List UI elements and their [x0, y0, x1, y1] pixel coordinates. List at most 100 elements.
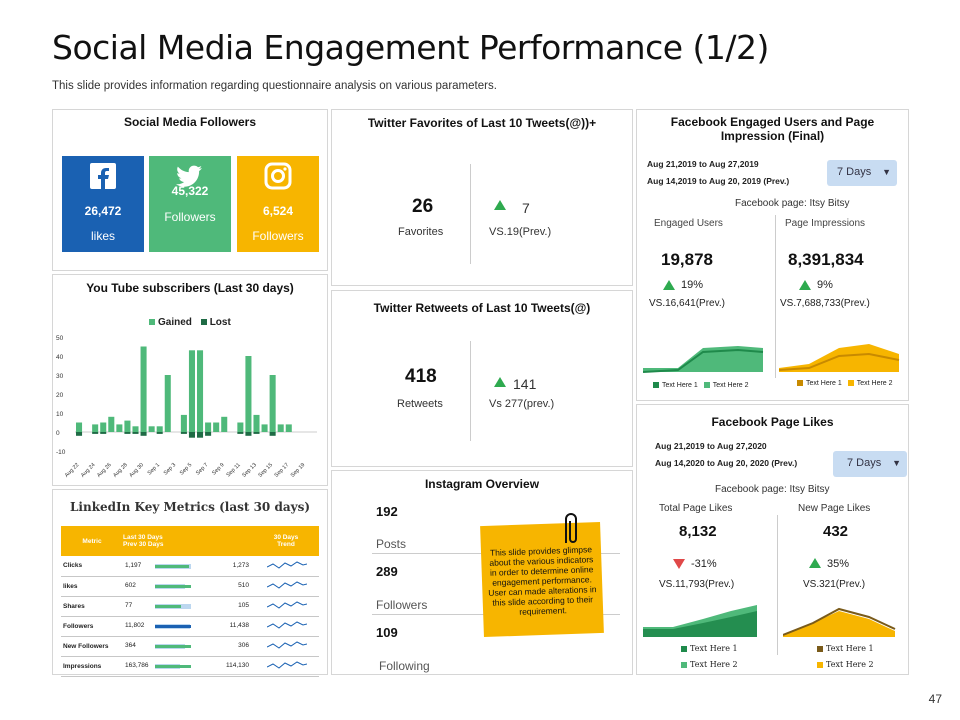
x-tick-label: Aug 30 — [128, 462, 145, 479]
bar-gained — [213, 422, 220, 432]
total-likes-legend-2: Text Here 2 — [690, 660, 738, 669]
engaged-area-chart — [643, 346, 764, 373]
x-tick-label: Sep 19 — [290, 462, 307, 479]
new-likes-up-icon — [809, 558, 821, 568]
impressions-legend-1: Text Here 1 — [806, 380, 842, 387]
youtube-panel: You Tube subscribers (Last 30 days) Gain… — [52, 274, 328, 486]
engaged-users-label: Engaged Users — [654, 218, 723, 229]
metric-prev: 306 — [238, 642, 249, 649]
impressions-up-icon — [799, 280, 811, 290]
bar-last — [155, 645, 191, 648]
table-row: Impressions 163,786 114,130 — [61, 656, 319, 677]
following-value: 109 — [376, 625, 398, 640]
x-tick-label: Aug 24 — [80, 462, 97, 479]
metric-name: New Followers — [61, 636, 123, 657]
bar-gained — [76, 422, 83, 432]
bar-lost — [140, 432, 147, 436]
legend-gained: Gained — [158, 317, 192, 328]
instagram-followers-label: Followers — [252, 229, 304, 243]
metric-prev: 510 — [238, 582, 249, 589]
twitter-followers-label: Followers — [164, 210, 216, 224]
bar-lost — [245, 432, 252, 436]
bar-last — [155, 564, 189, 568]
instagram-followers-value: 6,524 — [262, 204, 294, 218]
page-subtitle: This slide provides information regardin… — [52, 80, 497, 92]
impressions-legend-2: Text Here 2 — [856, 380, 893, 387]
twitter-icon — [176, 165, 202, 187]
followers-panel: Social Media Followers 26,472 likes 45,3… — [52, 109, 328, 271]
y-tick-label: 50 — [56, 335, 64, 342]
engaged-up-icon — [663, 280, 675, 290]
retweets-value: 418 — [405, 366, 437, 387]
linkedin-table: Metric Last 30 Days Prev 30 Days 30 Days… — [61, 526, 319, 677]
bar-lost — [205, 432, 212, 436]
sticky-note: This slide provides glimpse about the va… — [480, 521, 604, 638]
trend-sparkline — [253, 576, 319, 597]
total-likes-change: -31% — [691, 558, 717, 570]
linkedin-header-metric: Metric — [61, 526, 123, 556]
bar-last — [155, 665, 191, 668]
bar-lost — [188, 432, 195, 438]
bar-last — [155, 585, 191, 588]
fb-engaged-date2: Aug 14,2019 to Aug 20, 2019 (Prev.) — [647, 176, 790, 186]
x-tick-label: Aug 22 — [64, 462, 81, 479]
chevron-down-icon: ▼ — [882, 167, 891, 177]
x-tick-label: Sep 17 — [274, 462, 291, 479]
metric-prev: 114,130 — [225, 662, 249, 669]
bar-gained — [237, 422, 244, 432]
bar-gained — [124, 420, 131, 432]
impressions-legend: Text Here 1 Text Here 2 — [797, 380, 893, 387]
trend-sparkline — [253, 636, 319, 657]
metric-prev: 11,438 — [229, 622, 249, 629]
fb-likes-days-dropdown[interactable]: 7 Days ▼ — [833, 451, 907, 477]
bar-gained — [277, 424, 284, 432]
new-likes-legend-2: Text Here 2 — [826, 660, 874, 669]
posts-value: 192 — [376, 504, 398, 519]
fb-engaged-panel: Facebook Engaged Users and Page Impressi… — [636, 109, 909, 401]
metric-name: likes — [61, 576, 123, 597]
fb-likes-dropdown-value: 7 Days — [847, 457, 882, 469]
trend-sparkline — [253, 656, 319, 677]
bar-gained — [92, 424, 99, 432]
metric-values: 11,802 11,438 — [123, 616, 253, 637]
x-tick-label: Sep 13 — [241, 462, 258, 479]
fb-likes-date2: Aug 14,2020 to Aug 20, 2020 (Prev.) — [655, 458, 798, 468]
instagram-overview-title: Instagram Overview — [424, 477, 540, 491]
bar-gained — [205, 422, 212, 432]
x-tick-label: Sep 15 — [257, 462, 274, 479]
paperclip-icon — [565, 513, 577, 543]
facebook-icon — [90, 163, 116, 189]
metric-name: Followers — [61, 616, 123, 637]
facebook-tile: 26,472 likes — [62, 156, 144, 252]
bar-gained — [116, 424, 123, 432]
page-impressions-value: 8,391,834 — [788, 250, 864, 269]
x-tick-label: Sep 7 — [195, 462, 209, 476]
metric-last: 1,197 — [125, 561, 142, 569]
following-label: Following — [379, 659, 430, 673]
total-page-likes-label: Total Page Likes — [659, 503, 733, 514]
total-likes-prev: VS.11,793(Prev.) — [659, 579, 735, 590]
chevron-down-icon: ▼ — [892, 458, 901, 468]
twitter-favorites-panel: Twitter Favorites of Last 10 Tweets(@))+… — [331, 109, 633, 286]
fb-likes-date1: Aug 21,2019 to Aug 27,2020 — [655, 441, 767, 451]
fb-likes-page: Facebook page: Itsy Bitsy — [715, 484, 830, 495]
table-row: likes 602 510 — [61, 576, 319, 597]
bar-lost — [253, 432, 260, 434]
impressions-prev: VS.7,688,733(Prev.) — [780, 298, 870, 309]
fb-engaged-days-dropdown[interactable]: 7 Days ▼ — [827, 160, 897, 186]
bar-lost — [124, 432, 131, 434]
youtube-title: You Tube subscribers (Last 30 days) — [86, 281, 294, 295]
retweets-prev: Vs 277(prev.) — [489, 398, 555, 410]
bar-gained — [164, 375, 171, 432]
new-page-likes-label: New Page Likes — [798, 503, 871, 514]
y-tick-label: 20 — [56, 392, 64, 399]
metric-name: Clicks — [61, 556, 123, 577]
bar-lost — [92, 432, 99, 434]
youtube-legend: Gained Lost — [149, 317, 231, 328]
engaged-users-value: 19,878 — [661, 250, 713, 269]
retweets-change: 141 — [513, 376, 537, 392]
metric-prev: 1,273 — [232, 561, 249, 569]
retweets-label: Retweets — [397, 398, 443, 410]
fb-engaged-title: Facebook Engaged Users and Page Impressi… — [670, 115, 875, 143]
page-impressions-label: Page Impressions — [785, 218, 866, 229]
